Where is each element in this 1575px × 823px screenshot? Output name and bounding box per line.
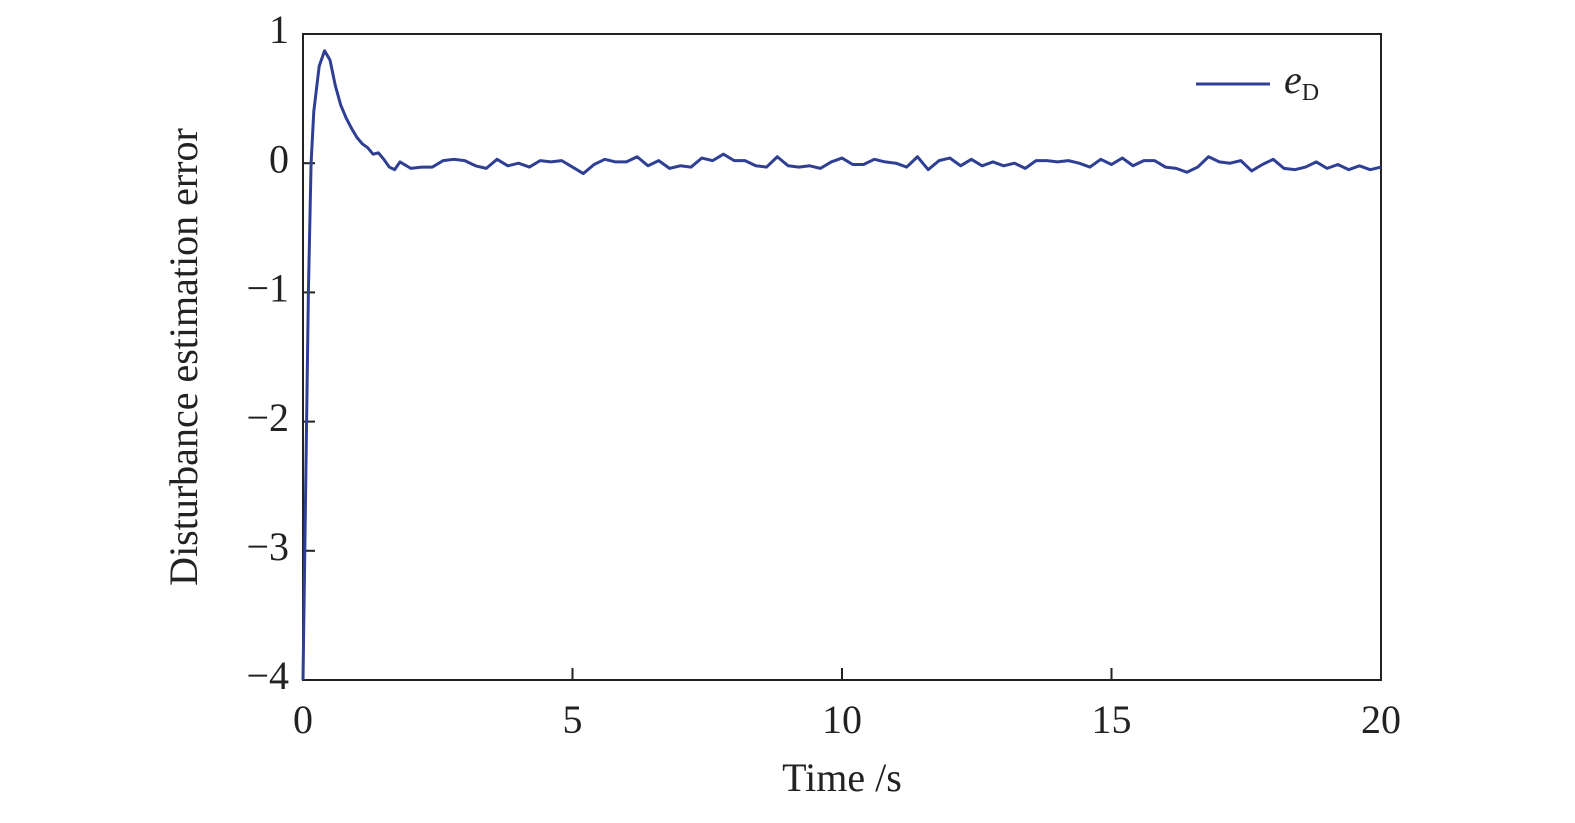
legend-label: eD [1284,57,1319,105]
x-tick-label: 10 [822,697,862,742]
x-axis-label: Time /s [782,755,902,800]
plot-frame [302,33,1382,681]
y-tick-label: 1 [269,7,289,52]
x-tick-label: 0 [293,697,313,742]
y-tick-label: −2 [246,395,289,440]
y-axis-label: Disturbance estimation error [161,128,206,586]
y-tick-label: 0 [269,136,289,181]
x-tick-label: 20 [1361,697,1401,742]
y-tick-label: −4 [246,653,289,698]
y-tick-label: −1 [246,266,289,311]
y-tick-label: −3 [246,524,289,569]
x-tick-label: 15 [1092,697,1132,742]
legend-entry: eD [1196,57,1319,106]
x-tick-label: 5 [563,697,583,742]
data-line [301,49,1382,681]
